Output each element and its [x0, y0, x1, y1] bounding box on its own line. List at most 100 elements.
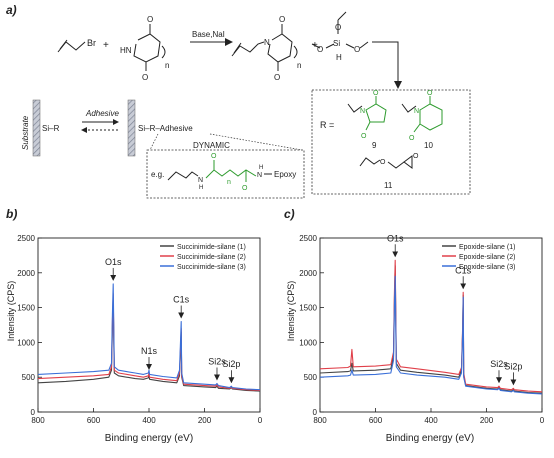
x-axis-label-c: Binding energy (eV) — [386, 433, 474, 444]
r10-atom-o-1: O — [427, 90, 433, 97]
linker-atom-h-2: H — [259, 165, 263, 171]
compound-10-label: 10 — [424, 141, 433, 150]
peak-label: Si2p — [222, 359, 240, 369]
atom-hn: HN — [120, 46, 132, 55]
peak-label: Si2s — [490, 359, 508, 369]
allyl-imide-product-structure — [231, 24, 298, 71]
x-tick-label: 0 — [540, 416, 545, 425]
r10-atom-n: N — [414, 108, 419, 115]
x-tick-label: 400 — [142, 416, 156, 425]
y-axis-label-b: Intensity (CPS) — [6, 281, 16, 342]
atom-o-si-2: O — [317, 45, 323, 54]
compound-10-structure — [401, 96, 443, 133]
y-tick-label: 0 — [31, 408, 36, 417]
reaction-scheme: a) Br + O O HN n Base,NaI — [6, 3, 471, 199]
ring-index-n-2: n — [297, 61, 301, 70]
compound-9-label: 9 — [372, 141, 377, 150]
x-tick-label: 0 — [258, 416, 263, 425]
compound-11-structure — [359, 155, 413, 169]
y-tick-label: 500 — [22, 373, 36, 382]
imide-reagent-structure — [133, 24, 166, 71]
ring-index-n: n — [165, 61, 169, 70]
series-lines-b — [37, 283, 261, 392]
linker-epoxy-label: Epoxy — [274, 170, 296, 179]
linker-atom-n-1: N — [198, 177, 203, 184]
plus-sign-1: + — [103, 40, 109, 51]
series-line-3 — [319, 275, 543, 395]
atom-o-3: O — [279, 15, 285, 24]
atom-o-si-3: O — [354, 45, 360, 54]
panel-label-a: a) — [6, 3, 17, 17]
panel-label-b: b) — [6, 207, 17, 221]
linker-atom-o-2: O — [242, 185, 248, 192]
atom-h: H — [336, 53, 342, 62]
xps-chart-succinimide: b) Intensity (CPS) Binding energy (eV) 8… — [6, 207, 263, 444]
r-group-box — [311, 89, 471, 195]
r9-atom-n: N — [360, 108, 365, 115]
legend-b: Succinimide-silane (1) Succinimide-silane… — [160, 244, 246, 271]
legend-label: Succinimide-silane (1) — [177, 244, 246, 251]
legend-label: Succinimide-silane (2) — [177, 254, 246, 261]
r11-atom-o: O — [380, 159, 386, 166]
x-axis-label-b: Binding energy (eV) — [105, 433, 193, 444]
peak-label: O1s — [387, 233, 404, 243]
hydrosilylation-arrow — [372, 41, 402, 89]
panel-label-c: c) — [284, 207, 295, 221]
y-tick-label: 2500 — [17, 234, 35, 243]
xps-chart-epoxide: c) Intensity (CPS) Binding energy (eV) 8… — [284, 207, 545, 444]
y-tick-label: 1500 — [17, 304, 35, 313]
series-line-3 — [37, 283, 261, 391]
r10-atom-o-2: O — [409, 135, 415, 142]
eg-label: e.g. — [151, 170, 164, 179]
r11-atom-o-epoxide: O — [413, 153, 419, 160]
reaction-conditions: Base,NaI — [192, 30, 225, 39]
atom-o-2: O — [142, 73, 148, 82]
peak-label: O1s — [105, 257, 122, 267]
compound-11-label: 11 — [384, 181, 393, 190]
linker-structure — [167, 160, 272, 182]
y-tick-label: 2000 — [299, 269, 317, 278]
peak-label: C1s — [173, 295, 190, 305]
r9-atom-o-2: O — [361, 133, 367, 140]
x-tick-label: 400 — [424, 416, 438, 425]
atom-o-si-1: O — [335, 23, 341, 32]
x-tick-label: 200 — [480, 416, 494, 425]
y-tick-label: 1000 — [299, 338, 317, 347]
si-r-label: Si–R — [42, 124, 60, 133]
legend-label: Epoxide-silane (3) — [459, 264, 515, 271]
compound-9-structure — [347, 96, 387, 131]
x-tick-label: 800 — [313, 416, 327, 425]
legend-label: Epoxide-silane (1) — [459, 244, 515, 251]
series-line-2 — [37, 293, 261, 391]
y-tick-label: 2500 — [299, 234, 317, 243]
series-line-2 — [319, 259, 543, 393]
r9-atom-o-1: O — [373, 90, 379, 97]
legend-c: Epoxide-silane (1) Epoxide-silane (2) Epox… — [442, 244, 515, 271]
linker-atom-h-1: H — [199, 185, 203, 191]
series-lines-c — [319, 259, 543, 395]
adhesive-arrow-label: Adhesive — [85, 109, 119, 118]
zoom-line-left — [149, 133, 159, 151]
series-line-1 — [319, 265, 543, 394]
y-tick-label: 500 — [304, 373, 318, 382]
linker-index-n: n — [227, 179, 231, 186]
triethoxysilane-structure — [311, 11, 369, 49]
peak-label: Si2s — [208, 356, 226, 366]
si-r-adhesive-label: Si–R–Adhesive — [138, 124, 193, 133]
atom-si: Si — [333, 39, 340, 48]
y-tick-label: 0 — [313, 408, 318, 417]
substrate-surface-1 — [32, 99, 41, 157]
atom-o-1: O — [147, 15, 153, 24]
zoom-line-right — [209, 133, 303, 151]
allyl-bromide-structure — [57, 39, 86, 53]
atom-o-4: O — [274, 73, 280, 82]
atom-n-1: N — [264, 38, 270, 47]
peak-label: Si2p — [504, 361, 522, 371]
y-tick-label: 1000 — [17, 338, 35, 347]
x-tick-label: 600 — [87, 416, 101, 425]
